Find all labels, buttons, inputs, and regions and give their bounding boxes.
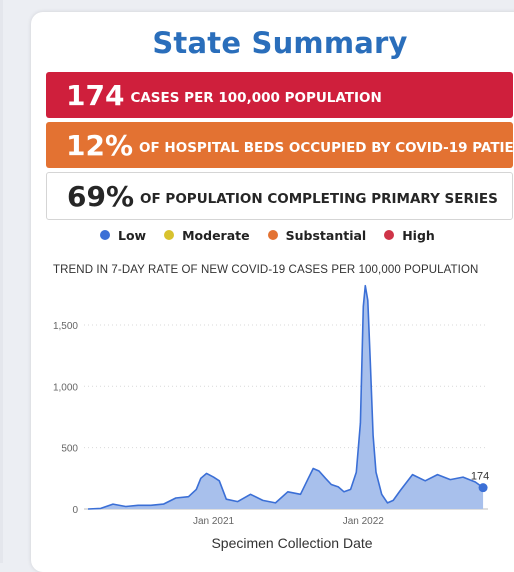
hospital-beds-value: 12%	[66, 128, 134, 162]
series-line	[87, 284, 484, 510]
legend-dot-high-icon	[384, 230, 395, 240]
y-tick-label: 1,500	[53, 321, 78, 332]
cases-label: CASES PER 100,000 POPULATION	[130, 90, 382, 106]
legend-item-substantial: Substantial	[267, 227, 367, 243]
vaccination-metric-banner: 69% OF POPULATION COMPLETING PRIMARY SER…	[46, 172, 513, 220]
level-legend: Low Moderate Substantial High	[100, 226, 453, 244]
window-edge	[0, 0, 3, 563]
x-tick-label: Jan 2022	[343, 516, 385, 527]
chart-title: TREND IN 7-DAY RATE OF NEW COVID-19 CASE…	[53, 264, 479, 276]
cases-value: 174	[66, 78, 125, 112]
legend-item-moderate: Moderate	[164, 228, 250, 243]
page-title: State Summary	[152, 26, 408, 60]
y-tick-label: 500	[61, 444, 78, 455]
vaccination-value: 69%	[67, 179, 135, 213]
legend-item-low: Low	[100, 228, 146, 243]
last-value-dot	[478, 483, 488, 493]
y-tick-label: 1,000	[53, 382, 78, 393]
legend-label-high: High	[402, 227, 435, 243]
legend-dot-substantial-icon	[267, 230, 278, 240]
legend-dot-low-icon	[100, 230, 110, 240]
y-tick-label: 0	[72, 505, 78, 516]
legend-label-low: Low	[118, 227, 147, 243]
vaccination-label: OF POPULATION COMPLETING PRIMARY SERIES	[140, 191, 498, 207]
cases-metric-banner: 174 CASES PER 100,000 POPULATION	[46, 72, 513, 118]
legend-label-substantial: Substantial	[285, 227, 367, 243]
last-value-label: 174	[471, 471, 489, 483]
legend-item-high: High	[384, 228, 435, 243]
hospital-beds-label: OF HOSPITAL BEDS OCCUPIED BY COVID-19 PA…	[139, 140, 513, 156]
legend-dot-moderate-icon	[164, 230, 175, 240]
x-tick-label: Jan 2021	[193, 516, 235, 527]
hospital-beds-metric-banner: 12% OF HOSPITAL BEDS OCCUPIED BY COVID-1…	[46, 122, 513, 168]
series-area	[88, 285, 484, 509]
legend-label-moderate: Moderate	[182, 227, 250, 243]
x-axis-label: Specimen Collection Date	[211, 535, 372, 551]
